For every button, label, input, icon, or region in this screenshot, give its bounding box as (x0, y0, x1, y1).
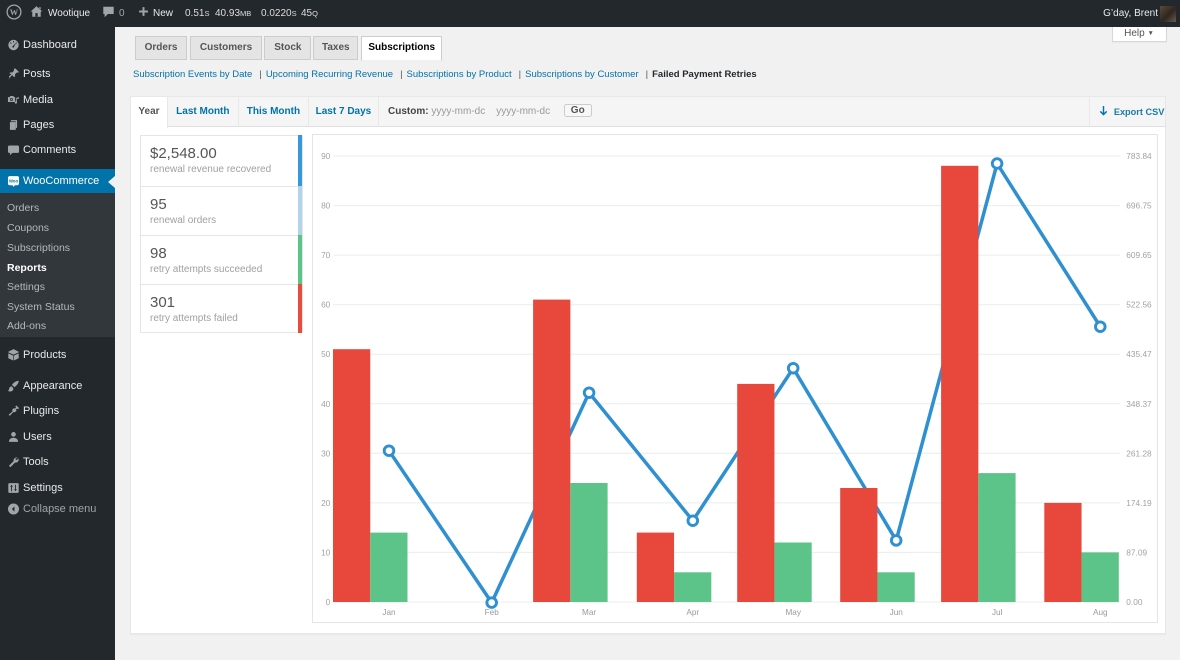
svg-text:Jun: Jun (889, 608, 903, 617)
svg-text:Feb: Feb (484, 608, 499, 617)
svg-text:0.00: 0.00 (1126, 597, 1143, 607)
svg-text:20: 20 (321, 498, 331, 508)
svg-text:87.09: 87.09 (1126, 548, 1147, 558)
svg-text:783.84: 783.84 (1126, 151, 1152, 161)
svg-text:90: 90 (321, 151, 331, 161)
svg-text:696.75: 696.75 (1126, 201, 1152, 211)
svg-text:80: 80 (321, 201, 331, 211)
svg-text:522.56: 522.56 (1126, 300, 1152, 310)
svg-text:Woo: Woo (9, 178, 18, 183)
svg-text:435.47: 435.47 (1126, 349, 1152, 359)
svg-text:30: 30 (321, 449, 331, 459)
svg-text:60: 60 (321, 300, 331, 310)
svg-text:May: May (785, 608, 801, 617)
svg-text:50: 50 (321, 349, 331, 359)
svg-text:40: 40 (321, 399, 331, 409)
svg-text:Apr: Apr (686, 608, 699, 617)
svg-text:609.65: 609.65 (1126, 250, 1152, 260)
svg-text:174.19: 174.19 (1126, 498, 1152, 508)
svg-text:0: 0 (325, 597, 330, 607)
svg-text:70: 70 (321, 250, 331, 260)
svg-text:10: 10 (321, 548, 331, 558)
svg-text:Jan: Jan (382, 608, 396, 617)
svg-text:348.37: 348.37 (1126, 399, 1152, 409)
svg-text:W: W (10, 8, 19, 17)
svg-text:Jul: Jul (992, 608, 1003, 617)
svg-text:Aug: Aug (1093, 608, 1108, 617)
svg-text:Mar: Mar (582, 608, 596, 617)
svg-text:261.28: 261.28 (1126, 449, 1152, 459)
